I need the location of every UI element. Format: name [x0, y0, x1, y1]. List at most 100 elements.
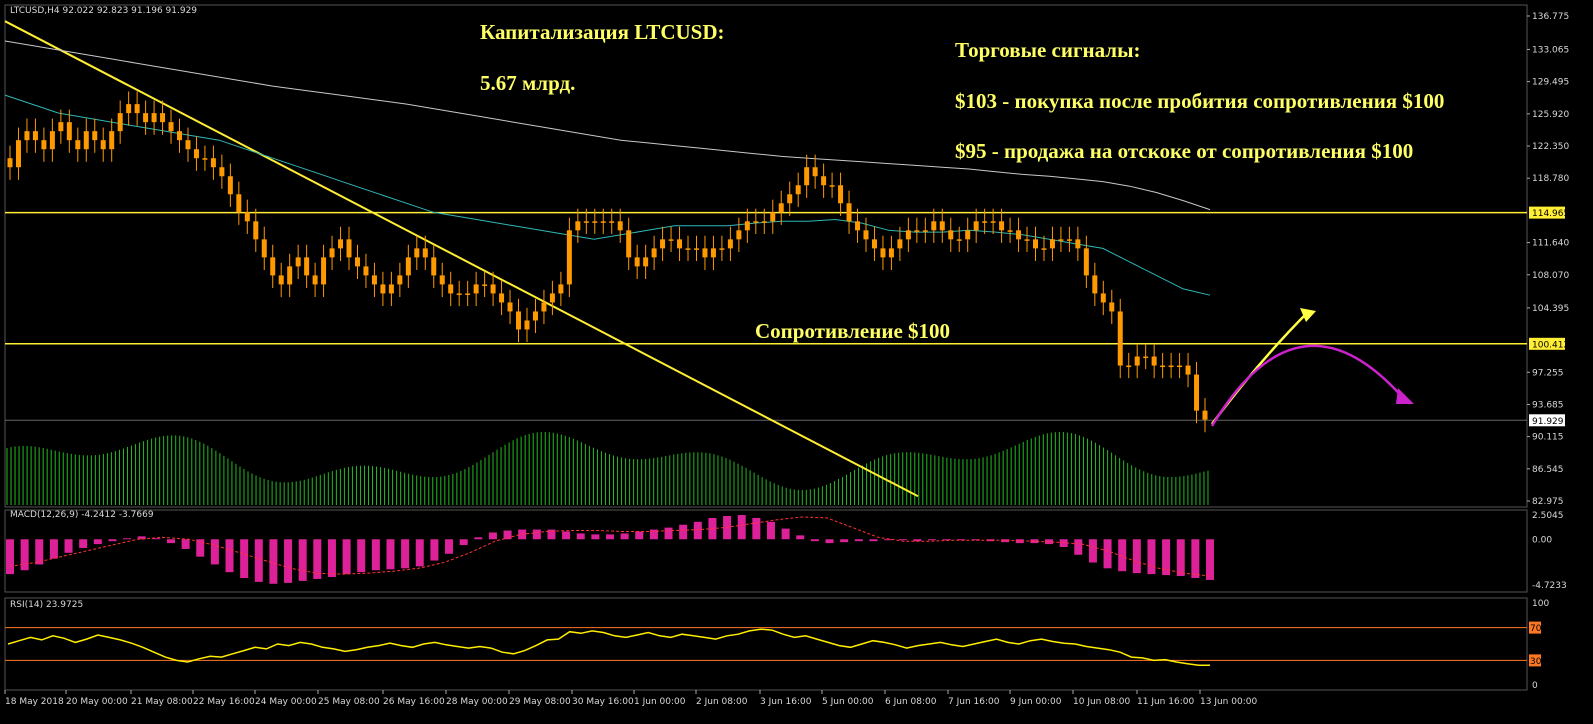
macd-histogram-bar	[766, 521, 775, 540]
macd-histogram-bar	[6, 539, 14, 575]
candle-body	[948, 230, 954, 240]
candle-body	[812, 167, 818, 177]
candle-body	[897, 239, 903, 249]
x-tick-label: 10 Jun 08:00	[1073, 697, 1130, 707]
price-tick-label: 93.685	[1532, 400, 1564, 410]
candle-body	[1160, 365, 1166, 368]
candle-body	[439, 275, 445, 285]
macd-histogram-bar	[503, 530, 512, 540]
candle-body	[965, 230, 971, 240]
signals-title: Торговые сигналы:	[955, 38, 1141, 62]
candle-body	[770, 212, 776, 222]
candle-body	[75, 140, 81, 150]
candle-body	[1066, 239, 1072, 241]
candle-body	[338, 239, 344, 249]
macd-histogram-bar	[49, 539, 58, 559]
macd-histogram-bar	[79, 539, 88, 548]
candle-body	[677, 239, 683, 249]
price-tick-label: 90.115	[1532, 433, 1564, 443]
x-tick-label: 20 May 00:00	[66, 697, 128, 707]
fast-moving-average	[4, 94, 1211, 296]
candle-body	[761, 221, 767, 223]
price-tick-label: 125.920	[1532, 110, 1569, 120]
pane-border-1	[4, 509, 1528, 593]
macd-histogram-bar	[547, 529, 556, 540]
macd-histogram-bar	[1088, 539, 1097, 563]
macd-histogram-bar	[445, 539, 454, 554]
downtrend-line	[4, 20, 919, 498]
macd-histogram-bar	[840, 539, 849, 543]
candle-body	[863, 230, 869, 240]
macd-histogram-bar	[737, 515, 746, 540]
macd-histogram-bar	[898, 539, 907, 541]
candle-body	[371, 275, 377, 285]
macd-histogram-bar	[1030, 539, 1039, 544]
macd-histogram-bar	[386, 539, 395, 570]
macd-histogram-bar	[635, 531, 644, 540]
sell-forecast-arrow	[1210, 344, 1406, 427]
macd-histogram-bar	[927, 539, 936, 541]
candle-body	[821, 176, 827, 186]
candle-body	[414, 248, 420, 258]
rsi-header: RSI(14) 23.9725	[10, 600, 84, 610]
candle-body	[541, 302, 547, 312]
macd-histogram-bar	[64, 539, 73, 553]
candle-body	[287, 266, 293, 285]
candle-body	[1032, 239, 1038, 249]
macd-histogram-bar	[371, 539, 380, 571]
rsi-level-badge-label: 70	[1530, 624, 1542, 634]
macd-histogram-bar	[1132, 539, 1141, 574]
candle-body	[939, 221, 945, 231]
candle-body	[1134, 356, 1140, 366]
macd-histogram-bar	[664, 527, 673, 540]
macd-histogram-bar	[1176, 539, 1185, 577]
candle-body	[1007, 230, 1013, 232]
candle-body	[592, 221, 598, 223]
price-tick-label: 82.975	[1532, 497, 1564, 507]
pane-border-2	[4, 597, 1528, 691]
macd-histogram-bar	[108, 539, 117, 542]
candle-body	[151, 113, 157, 123]
macd-histogram-bar	[562, 531, 571, 540]
rsi-tick-label: 100	[1532, 599, 1549, 609]
candle-body	[15, 140, 21, 168]
price-badge	[1529, 337, 1565, 350]
rsi-level-badge	[1529, 654, 1541, 667]
candle-body	[643, 257, 649, 267]
macd-histogram-bar	[781, 528, 790, 540]
candle-body	[710, 248, 716, 258]
candle-body	[702, 248, 708, 258]
candle-body	[1016, 230, 1022, 240]
macd-histogram-bar	[254, 539, 263, 582]
macd-histogram-bar	[606, 534, 614, 540]
macd-histogram-bar	[196, 539, 205, 557]
candle-body	[914, 230, 920, 232]
macd-histogram-bar	[1206, 539, 1214, 580]
candle-body	[558, 284, 564, 294]
candle-body	[880, 248, 886, 258]
candle-body	[32, 131, 38, 141]
candle-body	[744, 221, 750, 231]
macd-histogram-bar	[240, 539, 249, 578]
macd-histogram-bar	[693, 521, 702, 540]
x-tick-label: 3 Jun 16:00	[760, 697, 812, 707]
candle-body	[855, 221, 861, 231]
candle-body	[524, 320, 530, 330]
macd-histogram-bar	[357, 539, 366, 573]
candle-body	[422, 248, 428, 258]
price-tick-label: 111.640	[1532, 239, 1569, 249]
resistance-label: Сопротивление $100	[755, 319, 951, 343]
macd-histogram-bar	[884, 539, 893, 541]
candle-body	[1083, 248, 1089, 276]
x-tick-label: 7 Jun 16:00	[948, 697, 1000, 707]
macd-histogram-bar	[313, 539, 322, 579]
candle-body	[278, 275, 284, 285]
candle-body	[1024, 239, 1030, 241]
candle-body	[1109, 302, 1115, 312]
candle-body	[117, 113, 123, 132]
candle-body	[609, 221, 615, 223]
candle-body	[719, 248, 725, 250]
candle-body	[100, 140, 106, 150]
macd-histogram-bar	[20, 539, 29, 571]
candle-body	[838, 185, 844, 204]
